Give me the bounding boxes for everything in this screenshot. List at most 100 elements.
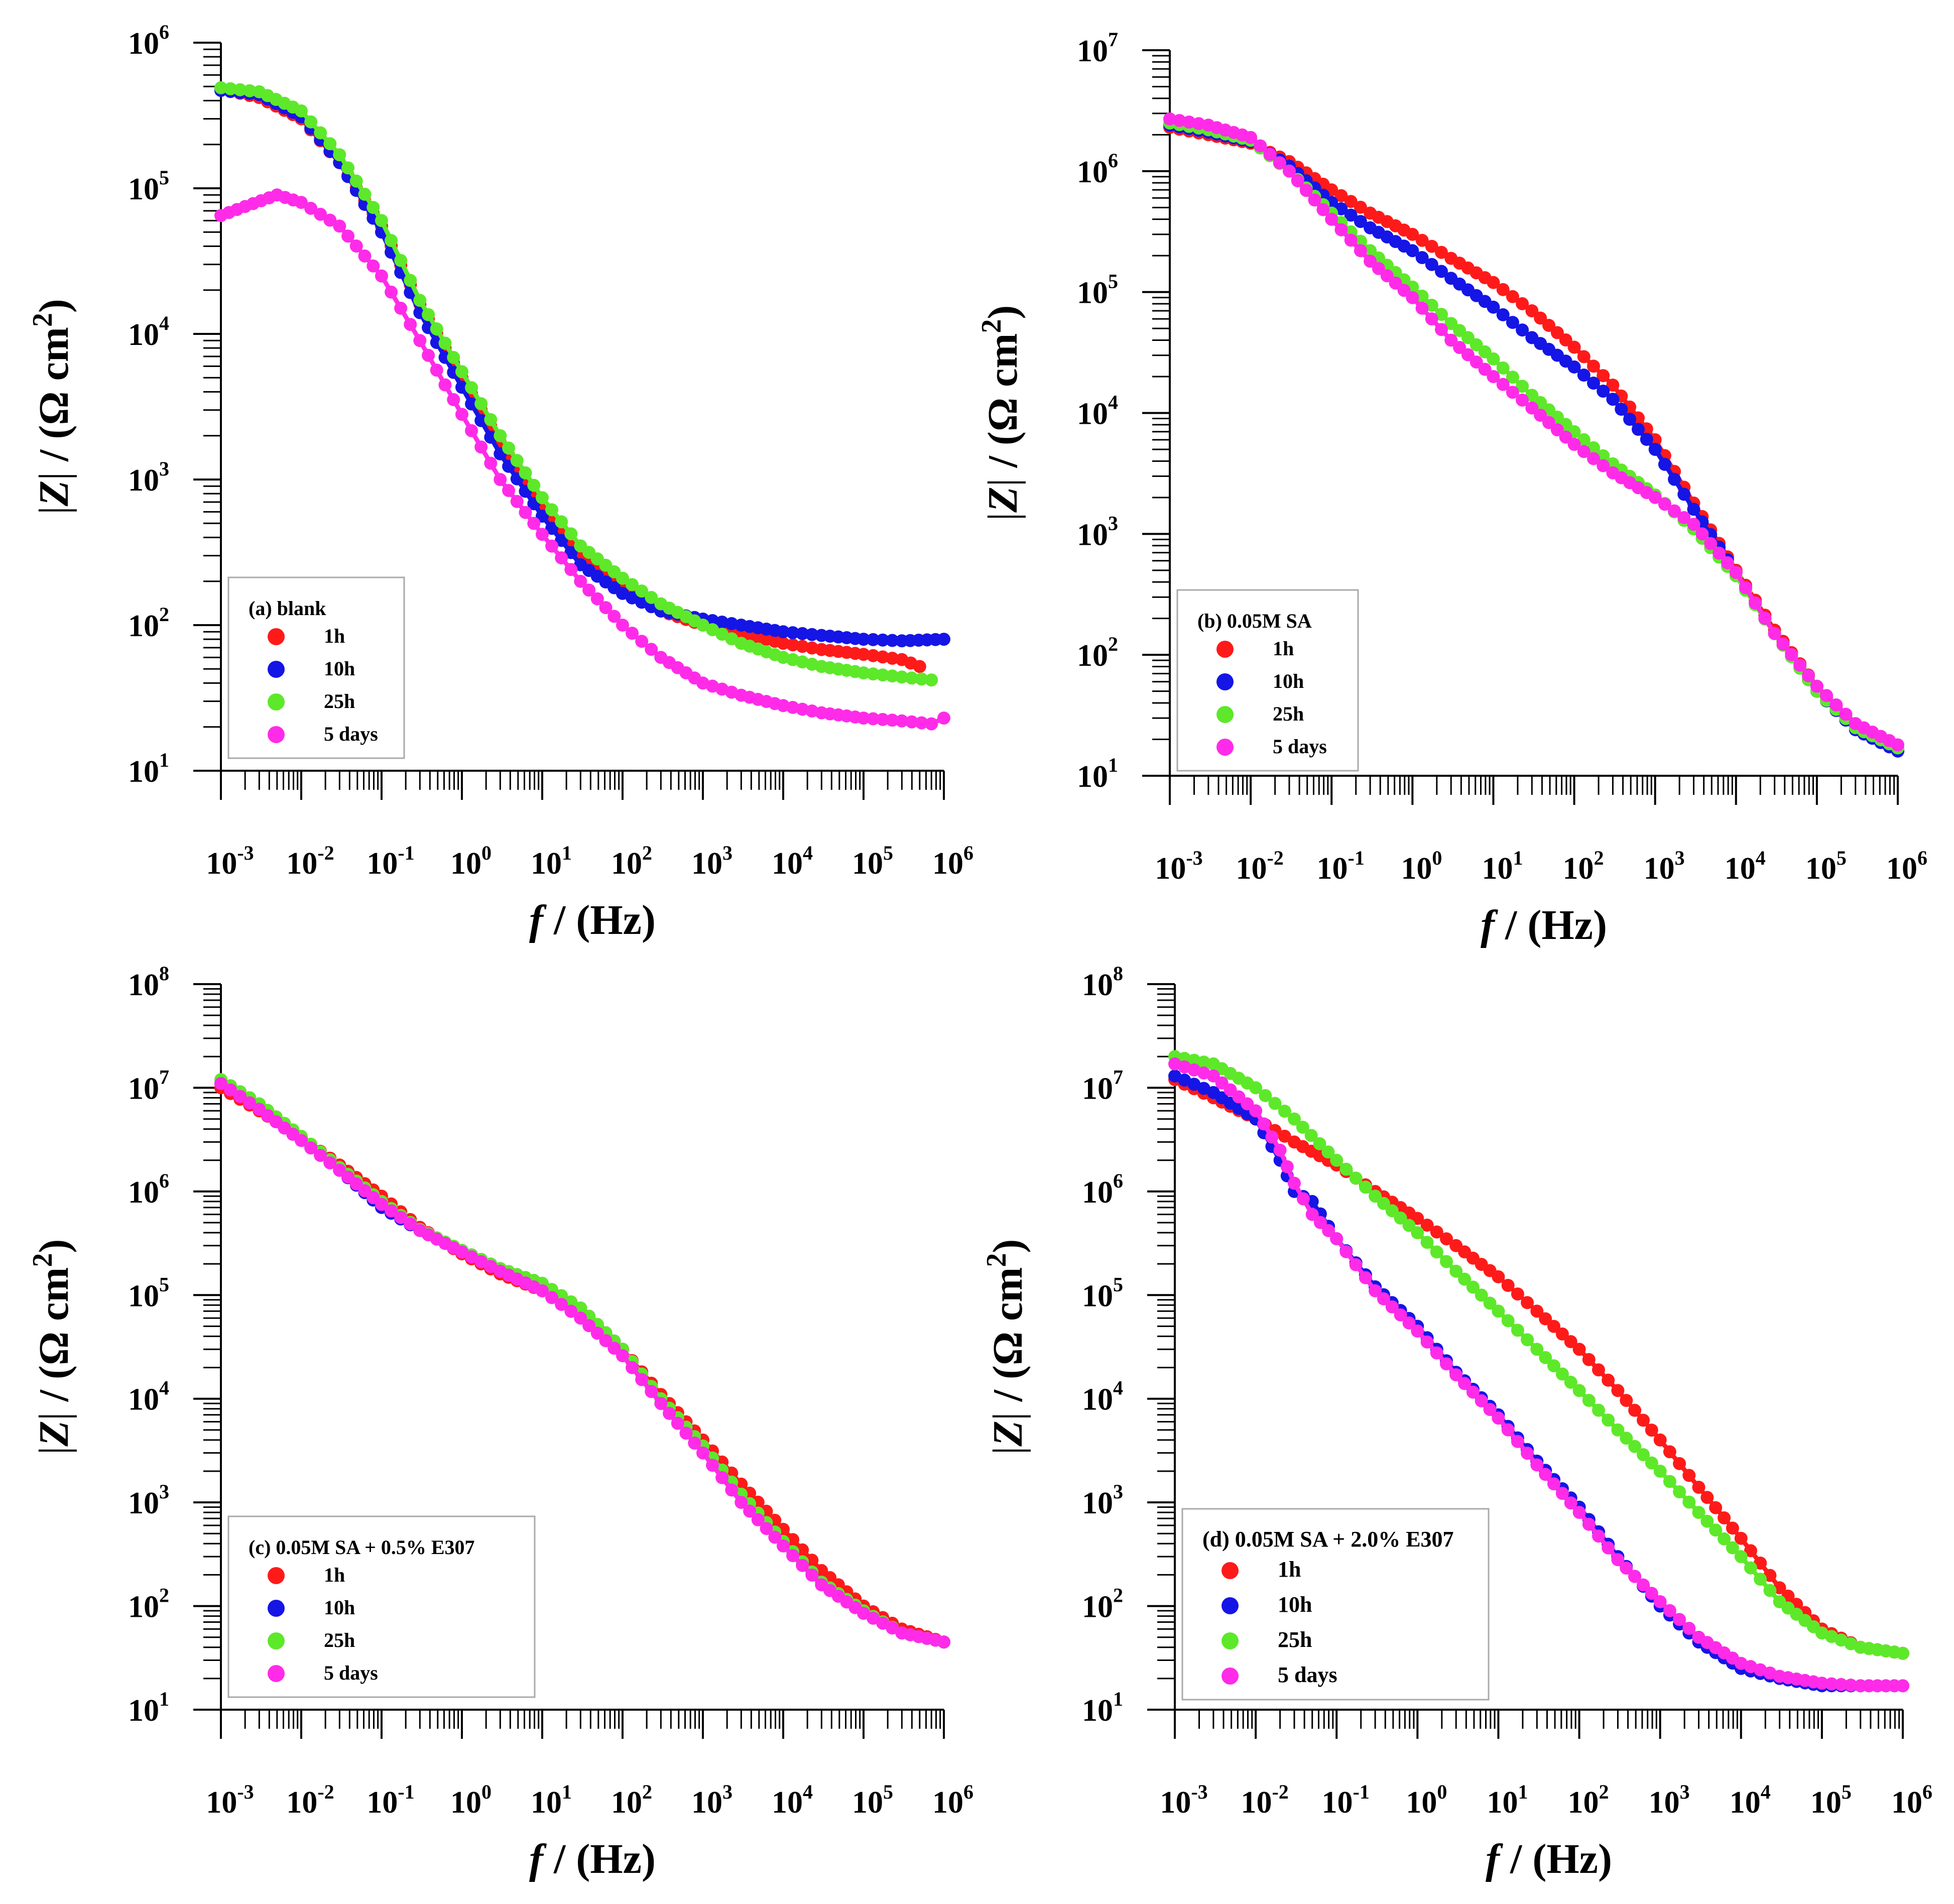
x-tick-label: 104 [772, 842, 813, 881]
legend-entry-label: 25h [1273, 702, 1304, 725]
x-tick-base: 10 [1482, 852, 1513, 886]
data-point [925, 717, 938, 731]
data-point [1492, 1411, 1505, 1425]
data-point [1602, 1413, 1615, 1427]
data-point [1534, 311, 1547, 325]
data-point [243, 84, 257, 97]
series-5-days [1168, 1057, 1909, 1693]
x-tick-label: 10-1 [1322, 1780, 1370, 1820]
x-tick-label: 10-1 [367, 1780, 414, 1820]
legend: (c) 0.05M SA + 0.5% E307 1h 10h 25h 5 days [227, 1515, 536, 1698]
x-tick-exponent: 0 [481, 842, 492, 864]
data-point [214, 1077, 227, 1090]
data-point [671, 1416, 684, 1430]
data-point [635, 584, 649, 598]
data-point [1668, 472, 1681, 486]
x-tick-base: 10 [932, 847, 963, 881]
y-tick-exponent: 7 [1108, 28, 1118, 51]
data-point [1330, 1232, 1344, 1245]
data-point [1718, 1532, 1731, 1545]
data-point [1265, 1130, 1279, 1144]
x-tick-exponent: 5 [1842, 1780, 1852, 1803]
data-point [599, 1334, 613, 1348]
data-point [857, 633, 870, 646]
data-point [465, 397, 478, 411]
data-point [1839, 707, 1853, 721]
data-point [1501, 1314, 1515, 1328]
y-tick-base: 10 [128, 1279, 159, 1313]
data-point [1637, 1448, 1650, 1462]
data-point [447, 350, 460, 364]
y-axis-title-bar: | [985, 1447, 1031, 1455]
legend-title: (b) 0.05M SA [1197, 610, 1312, 632]
y-tick-label: 107 [128, 1065, 169, 1106]
data-point [1330, 1153, 1344, 1167]
legend-marker [1216, 706, 1234, 723]
legend-marker [268, 1600, 285, 1617]
data-point [1296, 1192, 1310, 1206]
data-point [1577, 350, 1591, 364]
data-point [1677, 488, 1691, 501]
data-point [564, 1304, 578, 1318]
x-tick-exponent: 6 [963, 842, 973, 864]
data-point [805, 628, 819, 641]
data-point [1709, 1501, 1723, 1514]
x-tick-label: 105 [1805, 847, 1847, 886]
data-point [1516, 380, 1529, 393]
data-point [1449, 1264, 1463, 1278]
y-tick-exponent: 6 [1113, 1169, 1123, 1192]
data-point [1344, 195, 1358, 208]
data-point [375, 1198, 388, 1211]
data-point [905, 715, 918, 729]
x-tick-exponent: 5 [883, 1780, 893, 1803]
x-tick-exponent: 0 [481, 1780, 492, 1803]
x-axis-title-unit: / (Hz) [1500, 1836, 1612, 1882]
y-axis-title-exponent: 2 [27, 1253, 58, 1267]
data-point [715, 616, 729, 629]
x-tick-exponent: 3 [1675, 847, 1685, 869]
y-tick-label: 108 [1082, 962, 1123, 1002]
legend-entry-label: 1h [1278, 1557, 1301, 1582]
x-tick-exponent: -2 [1272, 1780, 1288, 1803]
data-point [1268, 1097, 1282, 1110]
data-point [1511, 1287, 1524, 1301]
data-point [1663, 1604, 1676, 1617]
data-point [1648, 443, 1662, 456]
data-point [796, 640, 809, 653]
x-tick-base: 10 [852, 847, 883, 881]
data-point [886, 652, 899, 665]
data-point [786, 638, 800, 652]
data-point [1768, 627, 1781, 640]
x-tick-base: 10 [1730, 1786, 1761, 1820]
data-point [582, 1319, 596, 1333]
x-tick-base: 10 [531, 847, 562, 881]
x-tick-label: 10-3 [206, 1780, 254, 1820]
data-point [1420, 1236, 1434, 1249]
data-point [430, 322, 443, 335]
data-point [233, 1090, 247, 1103]
data-point [404, 318, 417, 331]
data-point [555, 515, 568, 529]
data-point [1547, 1320, 1560, 1333]
y-tick-label: 105 [1077, 270, 1118, 310]
data-point [1582, 1394, 1596, 1407]
data-point [1182, 115, 1196, 129]
legend-entry-label: 25h [324, 1629, 355, 1651]
data-point [1577, 369, 1591, 382]
data-point [1487, 370, 1500, 383]
data-point [1402, 1316, 1416, 1330]
x-tick-base: 10 [367, 847, 398, 881]
x-tick-label: 106 [1886, 847, 1927, 886]
data-point [1406, 244, 1419, 258]
data-point [886, 634, 899, 647]
x-tick-base: 10 [286, 1786, 317, 1820]
data-point [796, 1559, 809, 1572]
y-tick-exponent: 4 [1108, 391, 1118, 414]
y-tick-label: 106 [128, 1169, 169, 1210]
data-point [1611, 1423, 1625, 1437]
data-point [895, 670, 909, 684]
y-axis-title: |Z| / (Ω cm2) [27, 299, 77, 515]
data-point [1739, 581, 1752, 594]
data-point [1682, 1469, 1696, 1482]
data-point [536, 528, 549, 541]
